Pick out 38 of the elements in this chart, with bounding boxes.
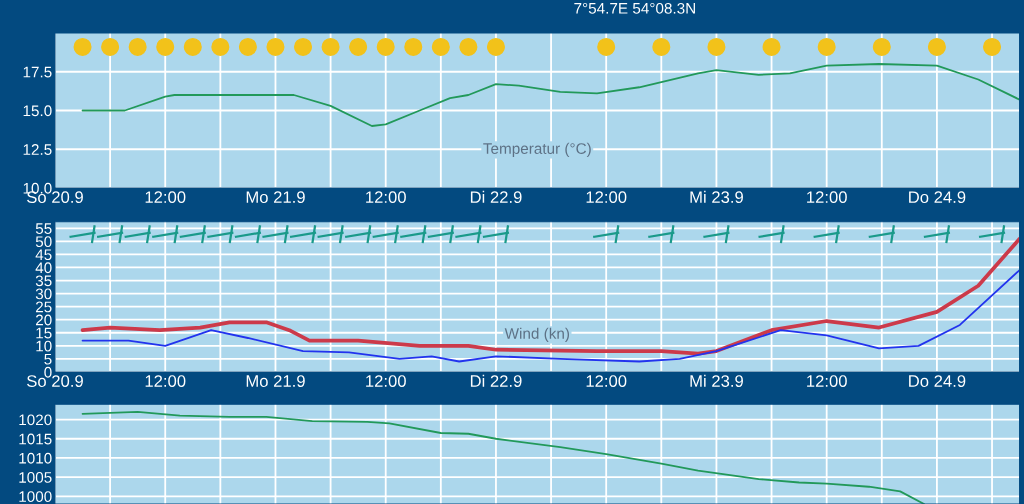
x-tick-label: Do 24.9 (909, 191, 966, 204)
y-tick-label: 1005 (19, 472, 52, 483)
x-tick-label: 12:00 (586, 191, 627, 204)
y-tick-label: 30 (35, 288, 52, 300)
y-tick-label: 1015 (19, 433, 52, 445)
x-tick-label: 12:00 (145, 375, 186, 387)
y-tick-label: 17.5 (23, 66, 52, 78)
y-tick-label: 35 (35, 275, 52, 287)
y-tick-label: 45 (35, 249, 52, 261)
x-tick-label: 12:00 (807, 191, 847, 204)
y-tick-label: 5 (44, 353, 52, 365)
y-tick-label: 15 (36, 327, 52, 339)
annotation: Temperatur (°C) (483, 142, 591, 157)
y-tick-label: 55 (35, 223, 52, 234)
x-tick-label: Mo 21.9 (246, 375, 305, 387)
x-tick-label: 12:00 (366, 375, 406, 387)
x-tick-label: Do 24.9 (909, 375, 966, 387)
x-tick-label: Di 22.9 (470, 374, 522, 387)
annotation: Wind (kn) (504, 327, 570, 342)
y-tick-label: 12.5 (23, 144, 52, 155)
x-tick-label: Mo 21.9 (246, 191, 305, 204)
y-tick-label: 40 (35, 262, 52, 274)
x-tick-label: 12:00 (586, 375, 627, 387)
y-tick-label: 15.0 (23, 105, 52, 117)
y-tick-label: 50 (35, 236, 52, 248)
y-tick-label: 1010 (19, 452, 52, 464)
x-tick-label: Mi 23.9 (690, 374, 743, 387)
x-tick-label: Di 22.9 (470, 190, 522, 204)
x-tick-label: 12:00 (145, 191, 186, 204)
x-tick-label: 12:00 (807, 375, 847, 387)
y-tick-label: 25 (35, 301, 52, 313)
chart-title: 7°54.7E 54°08.3N (574, 2, 695, 14)
y-tick-label: 20 (35, 314, 52, 326)
y-tick-label: 10 (36, 340, 52, 352)
y-tick-label: 1000 (19, 491, 52, 503)
x-tick-label: 12:00 (366, 191, 406, 204)
x-tick-label: Mi 23.9 (690, 190, 743, 204)
y-tick-label: 1020 (19, 414, 52, 426)
